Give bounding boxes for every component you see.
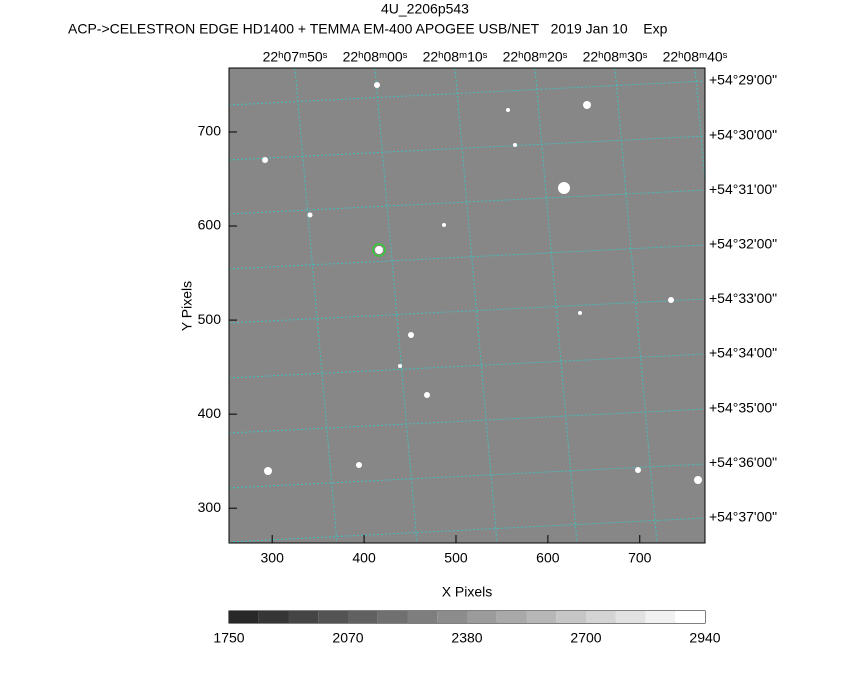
colorbar-swatch <box>348 611 378 623</box>
image <box>229 68 705 543</box>
chart-title: 4U_2206p543 <box>381 1 469 17</box>
x-axis-label: X Pixels <box>442 584 493 600</box>
y-tick-label: 300 <box>198 499 222 515</box>
dec-label: +54°37'00" <box>709 509 777 525</box>
colorbar-swatch <box>318 611 348 623</box>
colorbar-swatch <box>586 611 616 623</box>
colorbar-swatch <box>526 611 557 623</box>
wcs-grid <box>228 67 706 544</box>
colorbar-swatch <box>288 611 319 623</box>
stars <box>262 82 702 484</box>
colorbar-swatch <box>615 611 646 623</box>
target-marker <box>372 243 386 257</box>
colorbar-swatch <box>496 611 527 623</box>
colorbar-swatch <box>675 611 705 623</box>
ra-label: 22ʰ08ᵐ10ˢ <box>423 49 488 65</box>
colorbar-label: 2940 <box>689 630 720 646</box>
x-tick-label: 500 <box>444 550 468 566</box>
dec-label: +54°31'00" <box>709 181 777 197</box>
colorbar-swatch <box>467 611 497 623</box>
dec-label: +54°34'00" <box>709 345 777 361</box>
colorbar-swatch <box>437 611 467 623</box>
y-tick-label: 700 <box>198 123 222 139</box>
x-tick-label: 700 <box>628 550 652 566</box>
colorbar-label: 2070 <box>332 630 363 646</box>
y-tick-label: 500 <box>198 311 222 327</box>
colorbar-label: 1750 <box>213 630 244 646</box>
chart-subtitle: ACP->CELESTRON EDGE HD1400 + TEMMA EM-40… <box>68 21 668 37</box>
dec-label: +54°30'00" <box>709 126 777 142</box>
dec-label: +54°32'00" <box>709 236 777 252</box>
colorbar-swatch <box>556 611 586 623</box>
colorbar-label: 2700 <box>570 630 601 646</box>
colorbar-swatch <box>377 611 408 623</box>
plot-frame <box>228 67 706 544</box>
x-tick-label: 400 <box>352 550 376 566</box>
ra-label: 22ʰ08ᵐ40ˢ <box>663 49 728 65</box>
colorbar-swatch <box>407 611 438 623</box>
ra-label: 22ʰ07ᵐ50ˢ <box>263 49 328 65</box>
x-tick-label: 600 <box>536 550 560 566</box>
colorbar-label: 2380 <box>451 630 482 646</box>
x-tick-label: 300 <box>261 550 285 566</box>
dec-label: +54°36'00" <box>709 454 777 470</box>
y-axis-label: Y Pixels <box>179 281 195 331</box>
dec-label: +54°35'00" <box>709 399 777 415</box>
dec-label: +54°29'00" <box>709 72 777 88</box>
ra-label: 22ʰ08ᵐ30ˢ <box>583 49 648 65</box>
ra-label: 22ʰ08ᵐ00ˢ <box>343 49 408 65</box>
colorbar-swatch <box>229 611 259 623</box>
y-tick-label: 400 <box>198 405 222 421</box>
ra-label: 22ʰ08ᵐ20ˢ <box>503 49 568 65</box>
y-tick-label: 600 <box>198 217 222 233</box>
colorbar-swatch <box>258 611 289 623</box>
colorbar-swatch <box>645 611 676 623</box>
dec-label: +54°33'00" <box>709 290 777 306</box>
